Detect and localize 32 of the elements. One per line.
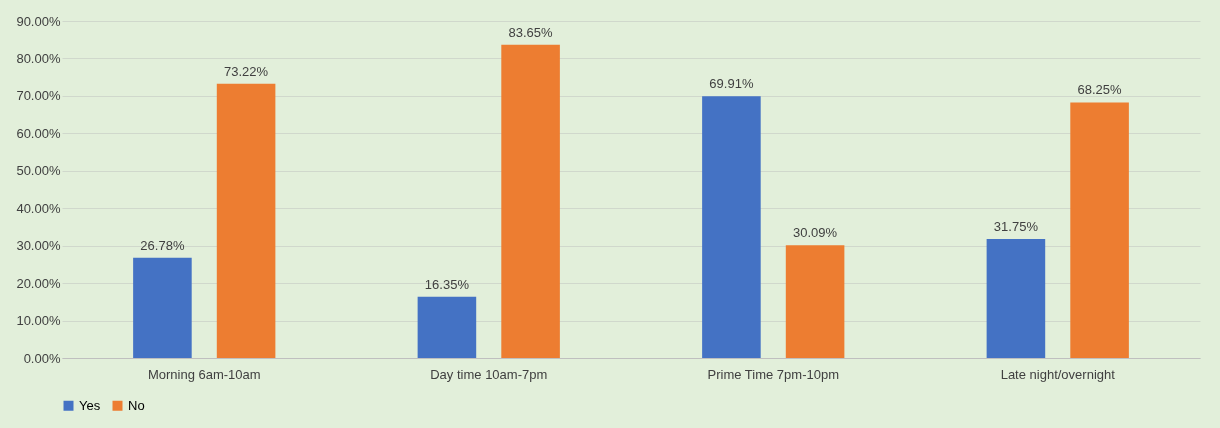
legend-label: Yes <box>79 397 101 413</box>
y-tick-label: 0.00% <box>23 350 61 366</box>
y-tick-label: 40.00% <box>16 200 61 216</box>
bar <box>1070 102 1129 358</box>
y-tick-label: 70.00% <box>16 88 61 104</box>
data-label: 73.22% <box>224 63 269 79</box>
y-tick-label: 90.00% <box>16 13 61 29</box>
bar <box>417 296 477 358</box>
bar <box>785 245 845 358</box>
y-tick-label: 10.00% <box>16 313 61 329</box>
bar <box>702 96 761 358</box>
y-tick-label: 80.00% <box>16 50 61 66</box>
legend-label: No <box>128 397 145 413</box>
data-label: 69.91% <box>709 76 754 92</box>
x-tick-label: Late night/overnight <box>1000 366 1116 382</box>
bar <box>501 44 560 358</box>
data-label: 26.78% <box>140 237 185 253</box>
data-label: 16.35% <box>424 276 470 292</box>
x-tick-label: Morning 6am-10am <box>147 366 261 382</box>
x-tick-label: Day time 10am-7pm <box>430 366 548 382</box>
data-label: 68.25% <box>1077 82 1123 98</box>
bar <box>133 257 192 358</box>
data-label: 30.09% <box>793 225 838 241</box>
bar <box>216 83 276 358</box>
bar <box>986 239 1046 358</box>
x-tick-label: Prime Time 7pm-10pm <box>707 366 839 382</box>
y-tick-label: 20.00% <box>16 275 61 291</box>
data-label: 31.75% <box>993 219 1039 235</box>
y-tick-label: 30.00% <box>16 238 61 254</box>
data-label: 83.65% <box>508 24 554 40</box>
y-tick-label: 60.00% <box>16 125 61 141</box>
y-tick-label: 50.00% <box>16 163 61 179</box>
